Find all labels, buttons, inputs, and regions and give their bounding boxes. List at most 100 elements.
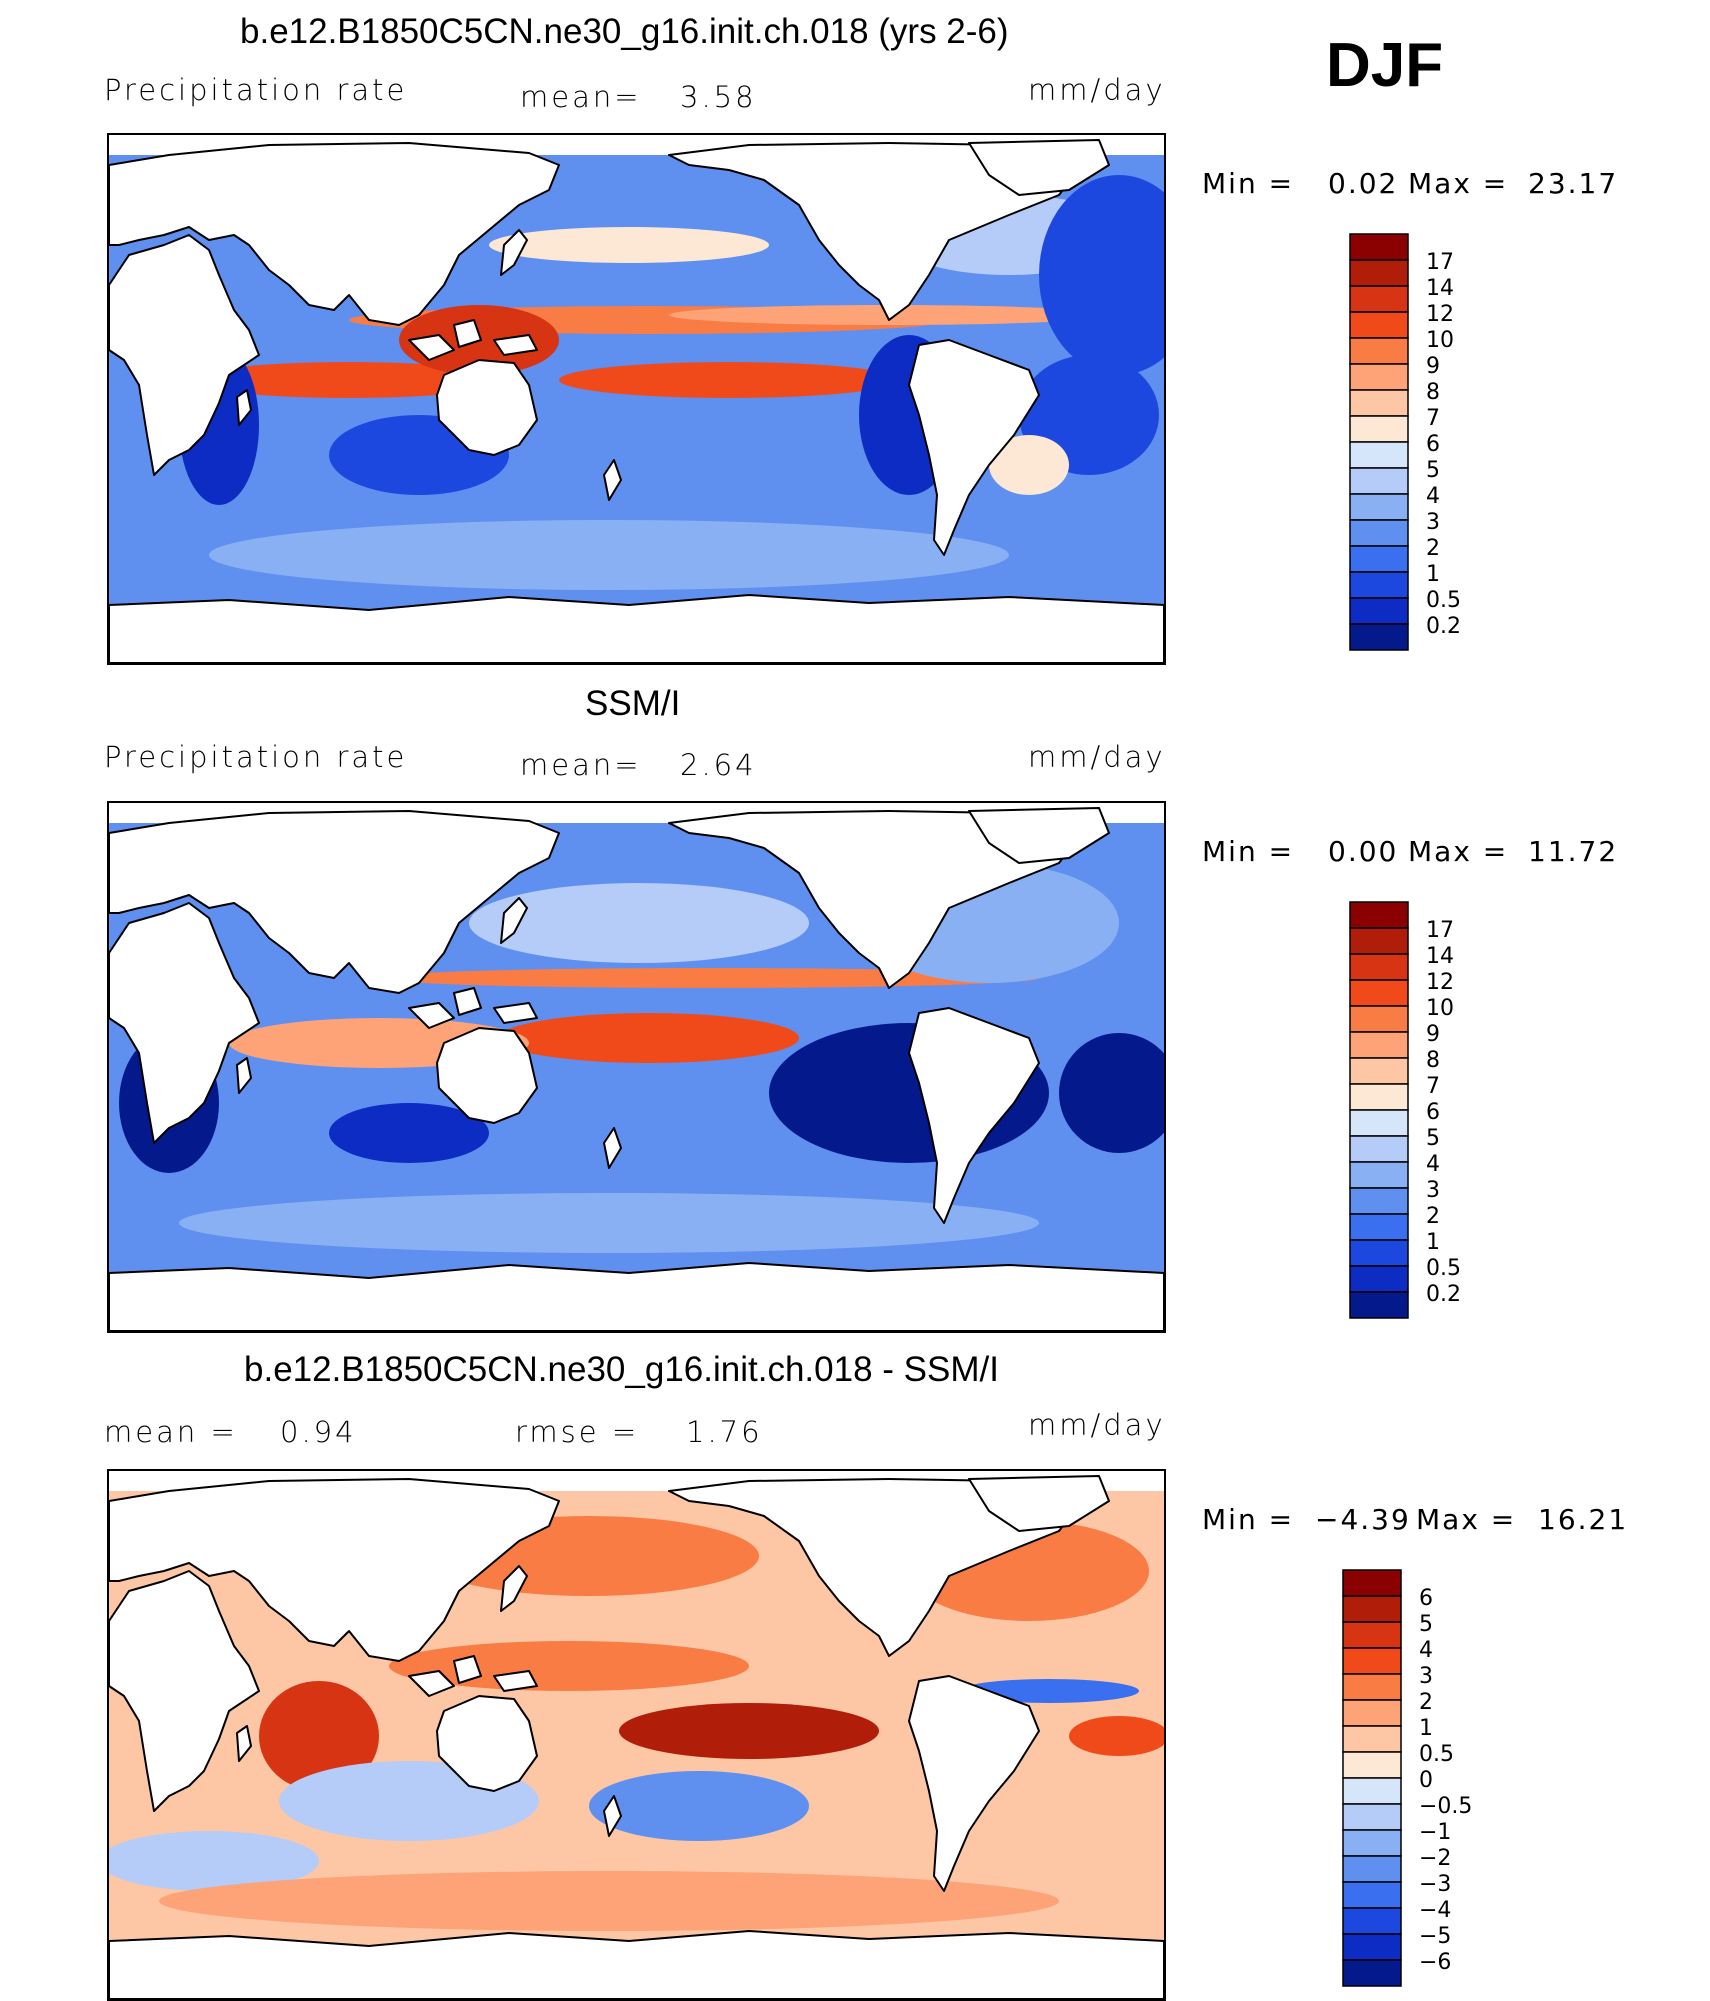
colorbar-swatch: [1342, 1751, 1402, 1779]
colorbar-tick-label: 8: [1426, 380, 1440, 405]
colorbar-swatch: [1349, 979, 1409, 1007]
land-antarctica: [109, 594, 1164, 663]
field-anomaly-region: [619, 1703, 879, 1759]
field-anomaly-region: [989, 435, 1069, 495]
panel-1-min-label: Min =: [1202, 167, 1295, 200]
colorbar-tick-label: 6: [1419, 1586, 1433, 1611]
colorbar-swatch: [1349, 415, 1409, 443]
season-label: DJF: [1326, 31, 1444, 100]
colorbar-swatch: [1349, 519, 1409, 547]
colorbar-tick-label: 6: [1426, 1100, 1440, 1125]
colorbar-swatch: [1349, 389, 1409, 417]
panel-1-min-value: 0.02: [1328, 167, 1399, 200]
colorbar-swatch: [1349, 363, 1409, 391]
land-seasia-islands: [408, 1655, 538, 1697]
panel-1-title: b.e12.B1850C5CN.ne30_g16.init.ch.018 (yr…: [240, 12, 1009, 51]
panel-3-mean-label: mean =: [104, 1415, 238, 1449]
land-newzealand: [603, 459, 622, 501]
land-africa: [109, 234, 260, 476]
colorbar-swatch: [1349, 285, 1409, 313]
panel-3-rmse-value: 1.76: [686, 1415, 763, 1449]
colorbar-tick-label: −1: [1419, 1820, 1451, 1845]
colorbar-tick-label: 1: [1426, 1230, 1440, 1255]
colorbar-swatch: [1342, 1595, 1402, 1623]
panel-2-units: mm/day: [1028, 740, 1166, 774]
colorbar-tick-label: 1: [1426, 562, 1440, 587]
field-anomaly-region: [259, 1681, 379, 1791]
colorbar-tick-label: 5: [1419, 1612, 1433, 1637]
colorbar-tick-label: 1: [1419, 1716, 1433, 1741]
land-australia: [436, 1695, 538, 1792]
colorbar-tick-label: 0: [1419, 1768, 1433, 1793]
colorbar-swatch: [1349, 1291, 1409, 1319]
colorbar-tick-label: −6: [1419, 1950, 1451, 1975]
field-anomaly-region: [329, 1103, 489, 1163]
panel-3-min-value: −4.39: [1315, 1503, 1411, 1536]
colorbar-tick-label: 5: [1426, 458, 1440, 483]
panel-2-max-label: Max =: [1408, 835, 1509, 868]
panel-1-max-value: 23.17: [1528, 167, 1619, 200]
panel-2-max-value: 11.72: [1528, 835, 1619, 868]
land-eurasia: [109, 1478, 560, 1662]
panel-2-map: [107, 801, 1166, 1333]
colorbar-swatch: [1349, 1083, 1409, 1111]
panel-1-map: [107, 133, 1166, 665]
panel-3-title: b.e12.B1850C5CN.ne30_g16.init.ch.018 - S…: [244, 1350, 999, 1389]
colorbar-tick-label: 12: [1426, 970, 1454, 995]
colorbar-tick-label: 4: [1426, 484, 1440, 509]
colorbar-swatch: [1349, 901, 1409, 929]
colorbar-tick-label: 3: [1426, 510, 1440, 535]
colorbar-swatch: [1342, 1673, 1402, 1701]
panel-3-map: [107, 1469, 1166, 2001]
colorbar-tick-label: 9: [1426, 354, 1440, 379]
land-greenland: [968, 1475, 1110, 1532]
colorbar-tick-label: 12: [1426, 302, 1454, 327]
colorbar-tick-label: 0.5: [1419, 1742, 1454, 1767]
land-japan: [500, 897, 528, 944]
field-anomaly-region: [1069, 1716, 1164, 1756]
colorbar-tick-label: 4: [1419, 1638, 1433, 1663]
colorbar-tick-label: 0.2: [1426, 614, 1461, 639]
land-seasia-islands: [408, 319, 538, 361]
land-madagascar: [236, 389, 252, 426]
colorbar-swatch: [1342, 1907, 1402, 1935]
panel-2-min-value: 0.00: [1328, 835, 1399, 868]
panel-2-mean-label: mean=: [520, 748, 642, 782]
field-anomaly-region: [159, 1871, 1059, 1931]
field-anomaly-region: [489, 227, 769, 263]
colorbar-tick-label: −4: [1419, 1898, 1451, 1923]
colorbar-swatch: [1349, 597, 1409, 625]
colorbar-tick-label: 7: [1426, 1074, 1440, 1099]
field-anomaly-region: [589, 1771, 809, 1841]
colorbar-tick-label: 2: [1426, 536, 1440, 561]
colorbar-tick-label: 0.2: [1426, 1282, 1461, 1307]
colorbar-tick-label: 6: [1426, 432, 1440, 457]
land-japan: [500, 229, 528, 276]
land-australia: [436, 359, 538, 456]
land-south-america: [908, 1007, 1040, 1224]
continent-outlines: [109, 139, 1164, 663]
colorbar-tick-label: 2: [1426, 1204, 1440, 1229]
colorbar-tick-label: −0.5: [1419, 1794, 1472, 1819]
field-anomaly-region: [559, 362, 899, 398]
land-greenland: [968, 139, 1110, 196]
colorbar-swatch: [1349, 1265, 1409, 1293]
colorbar-tick-label: 0.5: [1426, 1256, 1461, 1281]
field-anomaly-region: [1039, 175, 1164, 375]
panel-3-min-label: Min =: [1202, 1503, 1295, 1536]
colorbar-swatch: [1349, 953, 1409, 981]
colorbar-tick-label: 4: [1426, 1152, 1440, 1177]
colorbar-swatch: [1349, 927, 1409, 955]
panel-3-mean-value: 0.94: [280, 1415, 357, 1449]
colorbar-swatch: [1349, 1135, 1409, 1163]
colorbar-swatch: [1342, 1803, 1402, 1831]
colorbar-swatch: [1342, 1881, 1402, 1909]
colorbar-swatch: [1342, 1829, 1402, 1857]
colorbar-swatch: [1349, 441, 1409, 469]
panel-3-max-label: Max =: [1416, 1503, 1517, 1536]
land-south-america: [908, 1675, 1040, 1892]
land-africa: [109, 1570, 260, 1812]
land-africa: [109, 902, 260, 1144]
colorbar-swatch: [1349, 1187, 1409, 1215]
